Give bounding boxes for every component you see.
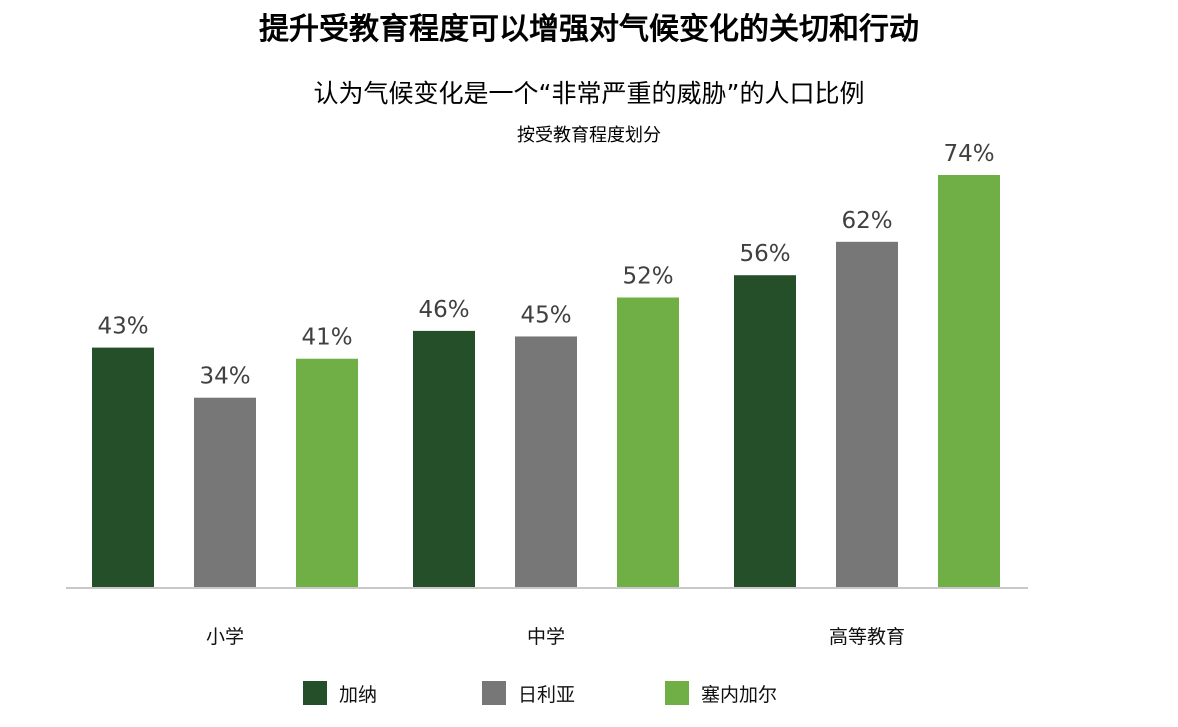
bar-tertiary-nigeria (836, 241, 898, 588)
value-label-secondary-nigeria: 45% (520, 302, 571, 328)
category-label-secondary: 中学 (527, 626, 565, 648)
value-label-tertiary-senegal: 74% (943, 141, 994, 167)
legend-swatch-nigeria (482, 681, 506, 705)
category-labels-layer: 小学 中学 高等教育 (206, 626, 905, 648)
bar-secondary-nigeria (515, 336, 577, 587)
value-label-primary-nigeria: 34% (199, 364, 250, 390)
legend-item-ghana: 加纳 (303, 677, 377, 709)
category-label-tertiary: 高等教育 (829, 626, 905, 648)
chart-note: 按受教育程度划分 (517, 125, 661, 146)
value-label-secondary-senegal: 52% (622, 263, 673, 289)
bar-tertiary-ghana (734, 275, 796, 587)
value-label-primary-ghana: 43% (97, 314, 148, 340)
bar-secondary-senegal (617, 297, 679, 587)
legend-label-nigeria: 日利亚 (518, 683, 576, 706)
value-label-tertiary-ghana: 56% (739, 241, 790, 267)
bar-secondary-ghana (413, 330, 475, 587)
legend-label-senegal: 塞内加尔 (701, 683, 778, 706)
bar-primary-ghana (92, 347, 154, 587)
category-label-primary: 小学 (206, 626, 244, 648)
chart-title: 提升受教育程度可以增强对气候变化的关切和行动 (259, 12, 919, 47)
legend-label-ghana: 加纳 (339, 683, 378, 706)
legend-item-nigeria: 日利亚 (482, 677, 575, 709)
legend-swatch-ghana (303, 681, 327, 705)
legend: 加纳 日利亚 塞内加尔 (0, 677, 1178, 709)
value-label-tertiary-nigeria: 62% (841, 208, 892, 234)
bars-layer (92, 175, 1000, 588)
value-label-primary-senegal: 41% (301, 325, 352, 351)
bar-primary-nigeria (194, 397, 256, 587)
value-label-secondary-ghana: 46% (418, 297, 469, 323)
chart-subtitle: 认为气候变化是一个“非常严重的威胁”的人口比例 (313, 79, 865, 108)
legend-swatch-senegal (665, 681, 689, 705)
value-labels-layer: 43% 34% 41% 46% 45% 52% 56% 62% 74% (97, 141, 994, 390)
bar-tertiary-senegal (938, 175, 1000, 587)
bar-primary-senegal (296, 358, 358, 587)
legend-item-senegal: 塞内加尔 (665, 677, 777, 709)
